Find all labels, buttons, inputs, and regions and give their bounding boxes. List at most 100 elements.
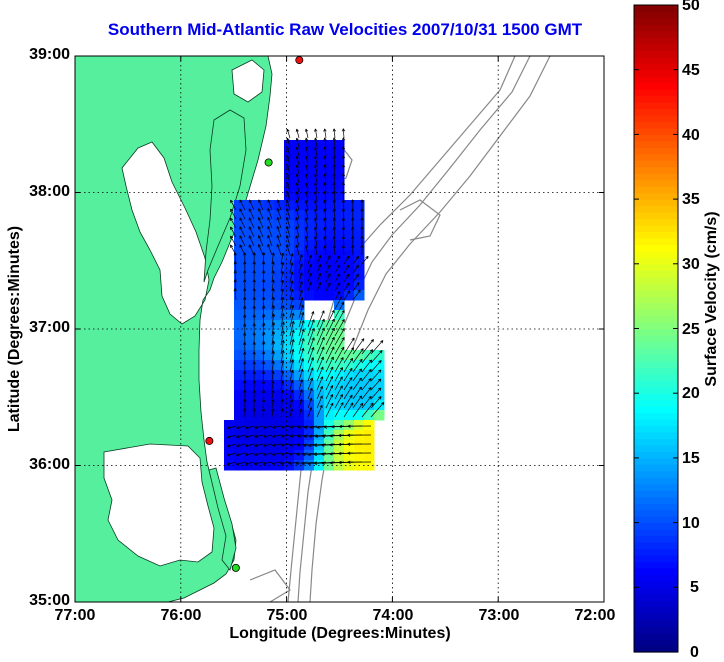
velocity-vector — [243, 371, 247, 382]
velocity-vector — [295, 173, 300, 184]
velocity-cell — [294, 300, 305, 311]
velocity-vector — [343, 290, 351, 301]
velocity-cell — [224, 440, 235, 451]
velocity-vector — [334, 301, 345, 319]
velocity-cell — [304, 330, 315, 341]
colorbar-segment — [634, 5, 678, 13]
colorbar-segment — [634, 438, 678, 446]
velocity-vector — [289, 338, 295, 355]
velocity-cell — [234, 430, 245, 441]
velocity-vector — [352, 282, 360, 292]
velocity-vector — [233, 252, 237, 265]
velocity-cell — [314, 190, 325, 201]
velocity-cell — [284, 320, 295, 331]
velocity-cell — [374, 410, 385, 421]
colorbar-segment — [634, 419, 678, 427]
velocity-vector — [334, 328, 345, 346]
colorbar-segment — [634, 470, 678, 478]
velocity-cell — [314, 330, 325, 341]
velocity-cell — [274, 330, 285, 341]
colorbar-segment — [634, 205, 678, 213]
velocity-vector — [254, 452, 264, 457]
velocity-vector — [314, 236, 318, 247]
colorbar-segment — [634, 95, 678, 103]
velocity-vector — [314, 208, 318, 220]
colorbar-segment — [634, 347, 678, 355]
velocity-vector — [343, 337, 355, 355]
velocity-vector — [245, 425, 255, 430]
colorbar-segment — [634, 334, 678, 343]
velocity-vector — [289, 312, 295, 328]
velocity-vector — [262, 341, 266, 355]
velocity-cell — [324, 170, 335, 181]
velocity-cell — [324, 370, 335, 381]
velocity-cell — [254, 440, 265, 451]
velocity-vector — [308, 434, 327, 439]
colorbar-segment — [634, 11, 678, 19]
velocity-cell — [344, 400, 355, 411]
velocity-cell — [314, 320, 325, 331]
velocity-vector — [334, 255, 340, 265]
velocity-vector — [343, 282, 350, 292]
velocity-cell — [334, 340, 345, 351]
velocity-cell — [244, 270, 255, 281]
colorbar-segment — [634, 535, 678, 543]
velocity-vector — [316, 273, 322, 283]
velocity-cell — [284, 460, 295, 471]
velocity-cell — [294, 420, 305, 431]
velocity-cell — [364, 420, 375, 431]
velocity-cell — [344, 240, 355, 251]
velocity-cell — [264, 260, 275, 271]
velocity-vector — [252, 389, 256, 400]
velocity-vector — [280, 461, 291, 465]
velocity-vector — [252, 351, 256, 364]
velocity-vector — [323, 217, 327, 229]
colorbar-segment — [634, 17, 678, 26]
velocity-cell — [234, 280, 245, 291]
velocity-vector — [262, 351, 266, 364]
velocity-cell — [264, 230, 275, 241]
velocity-vector — [304, 199, 309, 211]
velocity-vector — [286, 191, 291, 202]
velocity-vector — [286, 173, 291, 184]
colorbar-segment — [634, 548, 678, 556]
velocity-cell — [254, 460, 265, 471]
colorbar-tick-label: 5 — [690, 579, 699, 596]
velocity-vector — [239, 208, 246, 220]
velocity-vector — [289, 271, 294, 283]
velocity-vector — [243, 351, 247, 364]
velocity-vector — [323, 227, 327, 238]
velocity-vector — [298, 281, 303, 292]
velocity-cell — [374, 380, 385, 391]
velocity-cell — [294, 380, 305, 391]
velocity-cell — [314, 340, 325, 351]
velocity-vector — [295, 182, 300, 193]
delmarva-peninsula — [203, 109, 247, 283]
velocity-cell — [254, 230, 265, 241]
velocity-cell — [274, 410, 285, 421]
velocity-cell — [334, 450, 345, 461]
velocity-cell — [334, 390, 345, 401]
velocity-vector — [286, 155, 291, 166]
colorbar-segment — [634, 212, 678, 220]
colorbar-segment — [634, 43, 678, 51]
velocity-cell — [364, 450, 375, 461]
velocity-cell — [254, 380, 265, 391]
velocity-cell — [234, 220, 245, 231]
velocity-vector — [343, 264, 350, 274]
velocity-vector — [263, 443, 273, 447]
velocity-cell — [284, 410, 295, 421]
velocity-vector — [352, 358, 363, 373]
velocity-vector — [334, 310, 345, 328]
colorbar-segment — [634, 166, 678, 174]
velocity-cell — [374, 350, 385, 361]
velocity-cell — [244, 260, 255, 271]
colorbar-segment — [634, 231, 678, 239]
velocity-vector — [307, 407, 313, 418]
velocity-vector — [332, 191, 336, 202]
velocity-cell — [334, 160, 345, 171]
velocity-vector — [334, 367, 343, 382]
colorbar-segment — [634, 613, 678, 621]
velocity-cell — [374, 390, 385, 401]
velocity-vector — [370, 378, 382, 391]
